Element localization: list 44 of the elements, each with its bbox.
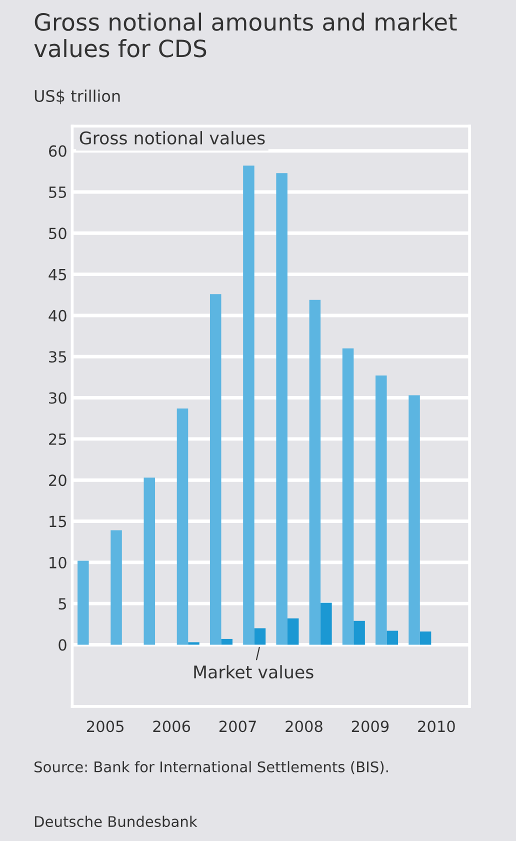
bar <box>342 348 354 645</box>
bar <box>188 642 200 645</box>
bar <box>354 620 365 645</box>
bar <box>110 530 122 645</box>
x-tick-label: 2010 <box>418 720 455 732</box>
bar <box>386 630 398 645</box>
bar <box>254 628 266 645</box>
y-tick-label: 15 <box>50 516 66 528</box>
bar <box>320 602 332 645</box>
y-tick-label: 30 <box>49 392 66 404</box>
text: Deutsche Bundesbank <box>34 816 198 828</box>
bar <box>78 560 89 645</box>
y-tick-label: 5 <box>58 598 66 610</box>
y-tick-label: 40 <box>48 310 66 322</box>
y-tick-label: 35 <box>49 351 66 363</box>
x-tick-label: 2006 <box>153 720 190 732</box>
x-tick-label: 2009 <box>352 720 389 732</box>
y-axis-title: US$ trillion <box>34 90 120 104</box>
series-label: Market values <box>194 665 314 679</box>
bar <box>376 376 387 645</box>
y-tick-label: 20 <box>49 474 66 486</box>
bar <box>221 638 232 645</box>
y-tick-label: 60 <box>49 145 66 157</box>
y-tick-label: 55 <box>49 186 66 198</box>
y-tick-label: 10 <box>50 556 66 568</box>
series-label: Gross notional values <box>80 131 265 145</box>
x-tick-label: 2005 <box>87 720 124 732</box>
x-tick-label: 2007 <box>219 720 256 732</box>
bar <box>408 395 420 645</box>
y-tick-label: 50 <box>49 228 66 240</box>
bar <box>243 166 254 645</box>
source-note: Source: Bank for International Settlements (BIS). <box>34 761 388 774</box>
bar <box>276 173 288 645</box>
bar <box>210 294 222 645</box>
y-tick-label: 0 <box>58 639 66 651</box>
y-tick-label: 45 <box>48 268 66 280</box>
bar <box>287 618 299 645</box>
y-tick-label: 25 <box>49 433 66 445</box>
bar <box>420 632 432 645</box>
bar <box>176 408 188 645</box>
x-tick-label: 2008 <box>286 720 322 732</box>
chart-title: Gross notional amounts and market values for CDS <box>34 12 457 58</box>
bar <box>309 300 321 645</box>
bar <box>144 478 156 645</box>
